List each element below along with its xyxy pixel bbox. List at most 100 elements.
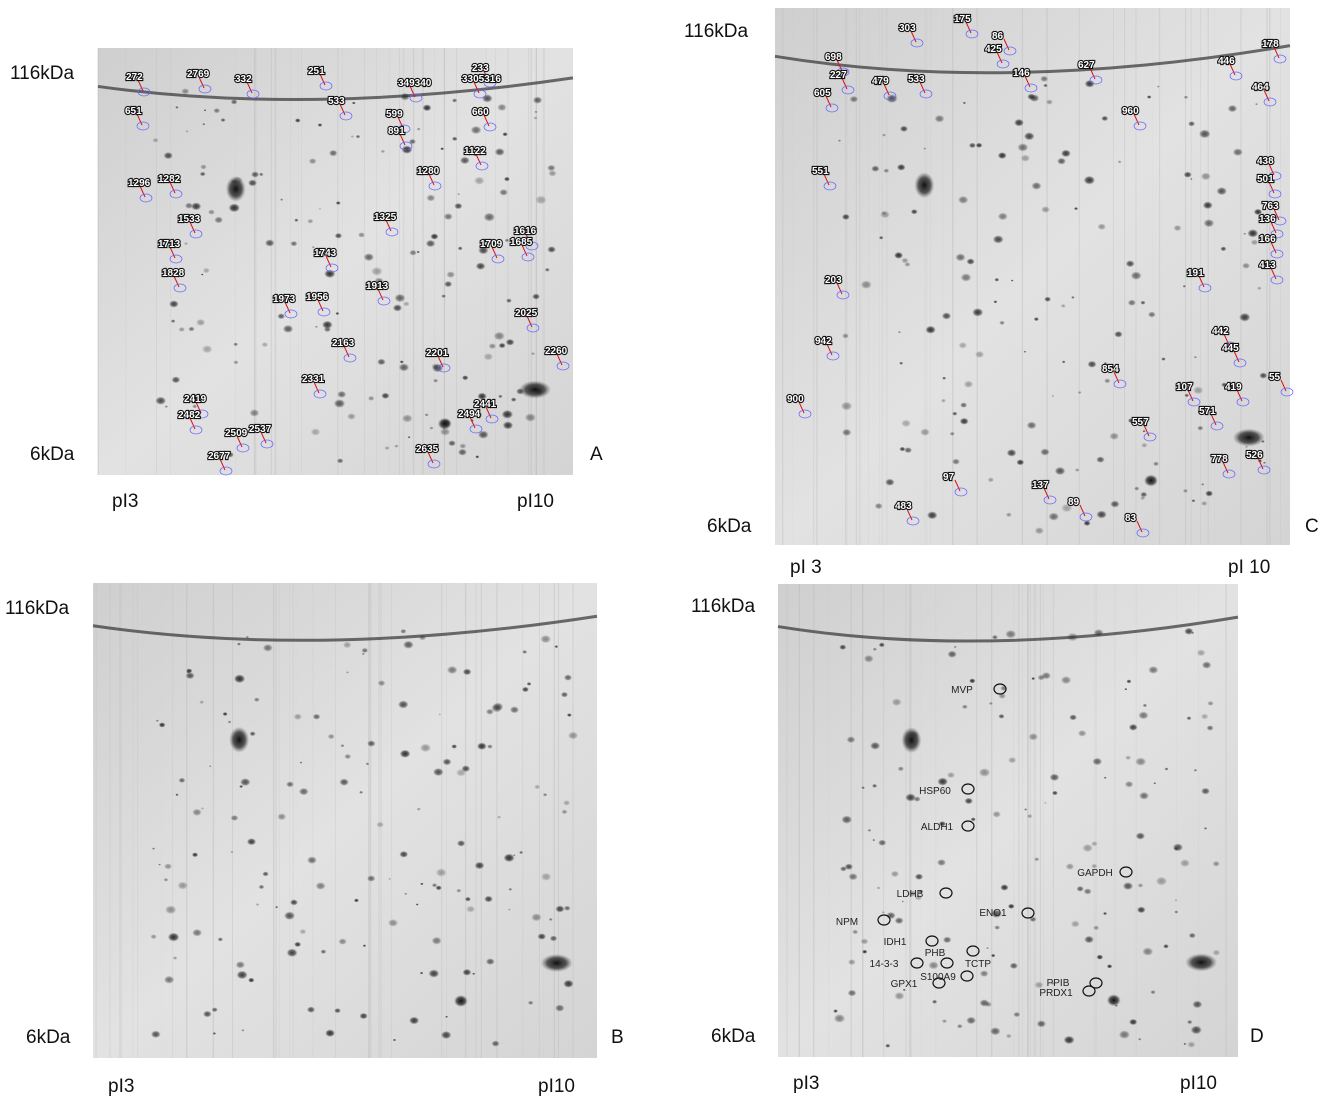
protein-spot — [1197, 426, 1203, 431]
protein-spot — [443, 758, 452, 765]
protein-spot — [454, 995, 468, 1007]
protein-spot — [460, 157, 470, 165]
protein-spot — [363, 944, 367, 947]
protein-spot — [891, 871, 900, 878]
protein-spot — [463, 669, 472, 676]
spot-number: 2509 — [225, 428, 248, 439]
protein-spot — [545, 268, 550, 272]
protein-spot — [466, 906, 475, 913]
protein-spot — [494, 332, 505, 341]
spot-number: 501 — [1257, 174, 1274, 185]
protein-spot — [1124, 688, 1127, 690]
protein-spot — [1048, 512, 1059, 520]
protein-spot — [438, 713, 441, 715]
protein-spot — [533, 116, 537, 119]
protein-spot — [1142, 430, 1145, 432]
protein-spot — [354, 898, 359, 902]
spot-number: 1280 — [417, 166, 440, 177]
protein-spot — [1257, 286, 1262, 289]
protein-spot — [958, 196, 969, 204]
protein-spot — [505, 239, 510, 243]
protein-spot — [1144, 475, 1158, 487]
protein-spot — [1028, 733, 1038, 740]
protein-spot — [957, 1024, 963, 1028]
pi-label-left: pI3 — [112, 491, 138, 512]
protein-spot — [451, 744, 457, 748]
protein-spot — [295, 118, 301, 122]
protein-spot — [964, 381, 974, 388]
protein-spot — [1174, 847, 1179, 851]
protein-spot — [1138, 883, 1144, 887]
protein-spot — [316, 882, 326, 890]
protein-spot — [1076, 886, 1083, 892]
spot-number: 2677 — [208, 451, 231, 462]
protein-spot — [169, 300, 179, 307]
protein-spot — [462, 969, 471, 976]
protein-spot — [508, 908, 511, 910]
protein-spot — [489, 343, 497, 349]
pi-label-right: pI10 — [1180, 1073, 1217, 1094]
protein-spot — [1156, 877, 1168, 886]
protein-spot — [988, 477, 994, 482]
protein-spot — [547, 165, 555, 171]
protein-spot — [1180, 859, 1190, 867]
protein-spot — [1194, 356, 1197, 359]
spot-number: 2025 — [515, 308, 538, 319]
protein-spot — [248, 179, 257, 186]
protein-spot — [852, 930, 858, 935]
spot-number: 557 — [1132, 417, 1149, 428]
protein-spot — [900, 126, 908, 132]
protein-spot — [229, 727, 249, 753]
protein-spot — [393, 304, 402, 311]
protein-spot — [563, 800, 570, 805]
spot-number: 332 — [235, 74, 252, 85]
spot-number: 1325 — [374, 212, 397, 223]
spot-number: 107 — [1176, 382, 1193, 393]
protein-spot — [535, 195, 547, 204]
protein-spot — [1228, 105, 1238, 112]
protein-spot — [359, 1013, 367, 1019]
protein-spot — [221, 118, 226, 122]
protein-spot — [1153, 462, 1159, 466]
protein-spot — [164, 405, 168, 408]
protein-spot — [1050, 774, 1060, 782]
protein-spot — [1189, 933, 1196, 938]
protein-spot — [1078, 730, 1087, 737]
protein-spot — [337, 391, 346, 398]
protein-spot — [1071, 920, 1080, 927]
protein-spot — [1092, 758, 1102, 766]
protein-name: TCTP — [965, 959, 991, 970]
protein-spot — [954, 646, 957, 648]
protein-spot — [897, 164, 906, 171]
protein-spot — [491, 704, 502, 713]
protein-spot — [458, 247, 463, 251]
protein-spot — [527, 682, 532, 686]
protein-spot — [1040, 76, 1048, 82]
protein-spot — [400, 750, 411, 758]
protein-spot — [1024, 132, 1035, 140]
protein-spot — [1131, 271, 1142, 280]
protein-spot — [947, 651, 956, 658]
protein-spot — [1013, 1012, 1020, 1017]
protein-spot — [1139, 792, 1149, 800]
protein-spot — [994, 278, 999, 282]
protein-spot — [335, 233, 342, 239]
protein-spot — [879, 236, 884, 239]
spot-number: 479 — [872, 76, 889, 87]
protein-spot — [969, 143, 976, 149]
protein-spot — [241, 1029, 244, 1032]
protein-spot — [960, 402, 967, 407]
protein-spot — [1008, 757, 1016, 763]
protein-spot — [459, 443, 466, 448]
protein-spot — [548, 170, 556, 176]
protein-spot — [991, 954, 995, 957]
protein-spot — [497, 104, 507, 111]
protein-spot — [329, 150, 338, 157]
protein-spot — [177, 881, 188, 889]
protein-spot — [864, 655, 874, 663]
protein-spot — [1067, 633, 1079, 642]
protein-spot — [324, 269, 335, 278]
protein-spot — [1192, 1001, 1202, 1009]
protein-spot — [1239, 313, 1250, 322]
protein-spot — [262, 871, 268, 876]
